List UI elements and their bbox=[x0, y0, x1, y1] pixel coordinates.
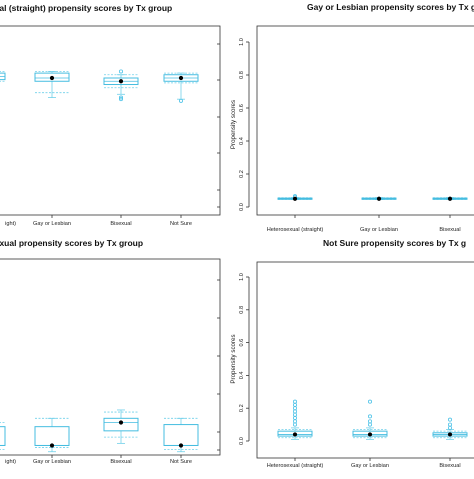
chart-panel-4: Not Sure propensity scores by Tx g 0.0 0.2… bbox=[230, 238, 474, 469]
iqr-box bbox=[0, 426, 6, 446]
x-tick-label: Heterosexual (straight) bbox=[267, 227, 324, 233]
mean-point bbox=[292, 432, 298, 437]
outlier-point bbox=[292, 406, 297, 411]
y-tick-label: 0.2 bbox=[239, 404, 245, 412]
outlier-point bbox=[119, 95, 124, 100]
box-1 bbox=[277, 194, 313, 201]
box-3 bbox=[432, 417, 468, 440]
iqr-box bbox=[163, 424, 199, 446]
x-tick-label: Gay or Lesbian bbox=[33, 459, 71, 465]
x-tick-label: ight) bbox=[5, 221, 16, 227]
mean-point bbox=[49, 75, 55, 81]
box-2 bbox=[34, 417, 70, 453]
y-tick-label: 0.6 bbox=[239, 104, 245, 112]
outlier-point bbox=[447, 417, 452, 422]
chart-title: sexual (straight) propensity scores by T… bbox=[0, 3, 172, 13]
iqr-box bbox=[34, 426, 70, 446]
outlier-point bbox=[367, 414, 372, 419]
box-3 bbox=[432, 196, 468, 201]
x-tick-label: Bisexual bbox=[439, 227, 460, 233]
mean-point bbox=[367, 432, 373, 437]
box-2 bbox=[361, 196, 397, 201]
y-tick-label: 1.0 bbox=[239, 38, 245, 46]
y-tick-label: 0.4 bbox=[239, 372, 245, 380]
outlier-point bbox=[119, 97, 124, 102]
box-2 bbox=[34, 71, 70, 98]
y-tick-label: 0.0 bbox=[239, 203, 245, 211]
outlier-point bbox=[292, 422, 297, 427]
outlier-point bbox=[367, 422, 372, 427]
chart-panel-1: sexual (straight) propensity scores by T… bbox=[0, 3, 221, 227]
chart-title: sexual propensity scores by Tx group bbox=[0, 238, 143, 248]
mean-point bbox=[49, 443, 55, 448]
plot-frame bbox=[0, 25, 221, 216]
chart-title: Gay or Lesbian propensity scores by Tx g… bbox=[307, 2, 474, 12]
box-4 bbox=[163, 72, 199, 103]
box-1 bbox=[277, 399, 313, 440]
y-tick-label: 0.4 bbox=[239, 137, 245, 145]
mean-point bbox=[447, 432, 453, 437]
y-tick-label: 0.0 bbox=[239, 437, 245, 445]
box-2 bbox=[352, 399, 388, 440]
chart-title: Not Sure propensity scores by Tx g bbox=[323, 238, 466, 248]
outlier-point bbox=[292, 416, 297, 421]
mean-point bbox=[447, 196, 453, 201]
y-axis-label: Propensity scores bbox=[230, 334, 237, 383]
x-tick-label: Bisexual bbox=[110, 459, 131, 465]
y-tick-label: 0.6 bbox=[239, 339, 245, 347]
outlier-point bbox=[292, 419, 297, 424]
x-tick-label: Gay or Lesbian bbox=[33, 221, 71, 227]
outlier-point bbox=[292, 399, 297, 404]
x-tick-label: Not Sure bbox=[170, 459, 192, 465]
plot-frame bbox=[256, 261, 474, 459]
outlier-point bbox=[367, 419, 372, 424]
box-1 bbox=[0, 71, 6, 82]
outlier-point bbox=[292, 402, 297, 407]
x-tick-label: Bisexual bbox=[110, 221, 131, 227]
outlier-point bbox=[292, 409, 297, 414]
x-tick-label: Gay or Lesbian bbox=[351, 463, 389, 469]
mean-point bbox=[118, 420, 124, 425]
chart-panel-3: sexual propensity scores by Tx group ight… bbox=[0, 238, 221, 465]
box-3 bbox=[103, 409, 139, 444]
plot-frame bbox=[256, 25, 474, 216]
y-tick-label: 1.0 bbox=[239, 273, 245, 281]
outlier-point bbox=[292, 412, 297, 417]
outlier-point bbox=[367, 399, 372, 404]
chart-panel-2: Gay or Lesbian propensity scores by Tx g… bbox=[230, 2, 474, 233]
y-tick-label: 0.8 bbox=[239, 306, 245, 314]
mean-point bbox=[178, 443, 184, 448]
mean-point bbox=[118, 79, 124, 84]
box-3 bbox=[103, 69, 139, 102]
outlier-point bbox=[119, 69, 124, 74]
x-tick-label: Gay or Lesbian bbox=[360, 227, 398, 233]
plot-frame bbox=[0, 258, 221, 456]
box-4 bbox=[163, 417, 199, 453]
x-tick-label: Bisexual bbox=[439, 463, 460, 469]
mean-point bbox=[178, 75, 184, 81]
x-tick-label: ight) bbox=[5, 459, 16, 465]
x-tick-label: Heterosexual (straight) bbox=[267, 463, 324, 469]
mean-point bbox=[292, 196, 298, 201]
outlier-point bbox=[447, 422, 452, 427]
y-tick-label: 0.2 bbox=[239, 170, 245, 178]
box-1 bbox=[0, 422, 6, 451]
mean-point bbox=[376, 196, 382, 201]
outlier-point bbox=[447, 425, 452, 430]
x-tick-label: Not Sure bbox=[170, 221, 192, 227]
y-tick-label: 0.8 bbox=[239, 71, 245, 79]
outlier-point bbox=[178, 98, 183, 103]
y-axis-label: Propensity scores bbox=[230, 100, 237, 149]
